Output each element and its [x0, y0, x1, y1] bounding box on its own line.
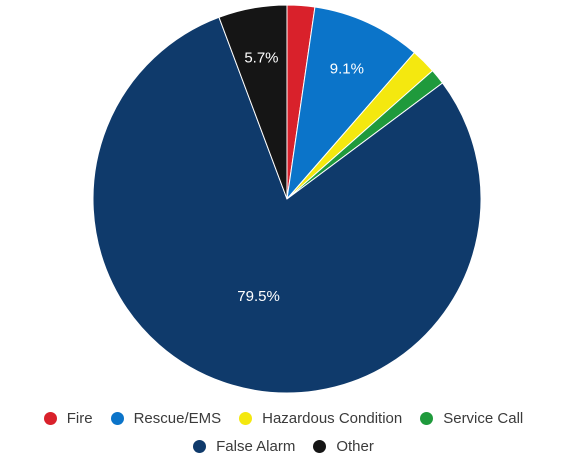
legend-swatch-other: [313, 440, 327, 453]
legend-item-false-alarm: False Alarm: [193, 438, 295, 455]
legend-swatch-hazardous-condition: [239, 412, 253, 425]
legend-swatch-rescue-ems: [110, 412, 124, 425]
legend-swatch-false-alarm: [193, 440, 207, 453]
legend-label-fire: Fire: [66, 410, 93, 427]
legend-item-rescue-ems: Rescue/EMS: [110, 410, 222, 427]
legend-label-hazardous-condition: Hazardous Condition: [262, 410, 403, 427]
pie-slice-labels: 9.1% 79.5% 5.7%: [237, 50, 364, 305]
legend-item-fire: Fire: [43, 410, 93, 427]
legend-label-false-alarm: False Alarm: [216, 438, 296, 455]
legend-label-other: Other: [336, 438, 374, 455]
legend-swatch-service-call: [420, 412, 434, 425]
legend-swatch-fire: [43, 412, 57, 425]
pie-chart-canvas: 9.1% 79.5% 5.7%: [92, 4, 482, 394]
pie-slice-other: [218, 4, 288, 200]
legend-item-hazardous-condition: Hazardous Condition: [239, 410, 402, 427]
legend-label-rescue-ems: Rescue/EMS: [133, 410, 222, 427]
slice-label-rescue-ems: 9.1%: [330, 61, 364, 78]
legend-item-service-call: Service Call: [420, 410, 523, 427]
legend-row-2: False Alarm Other: [0, 438, 567, 455]
legend-row-1: Fire Rescue/EMS Hazardous Condition Service…: [0, 410, 567, 427]
pie-slices: [92, 4, 482, 394]
pie-slice-false-alarm: [92, 16, 482, 394]
slice-label-other: 5.7%: [244, 50, 278, 67]
legend-label-service-call: Service Call: [443, 410, 524, 427]
slice-label-false-alarm: 79.5%: [237, 288, 280, 305]
pie-slice-rescue-ems: [286, 6, 416, 201]
legend-item-other: Other: [313, 438, 374, 455]
